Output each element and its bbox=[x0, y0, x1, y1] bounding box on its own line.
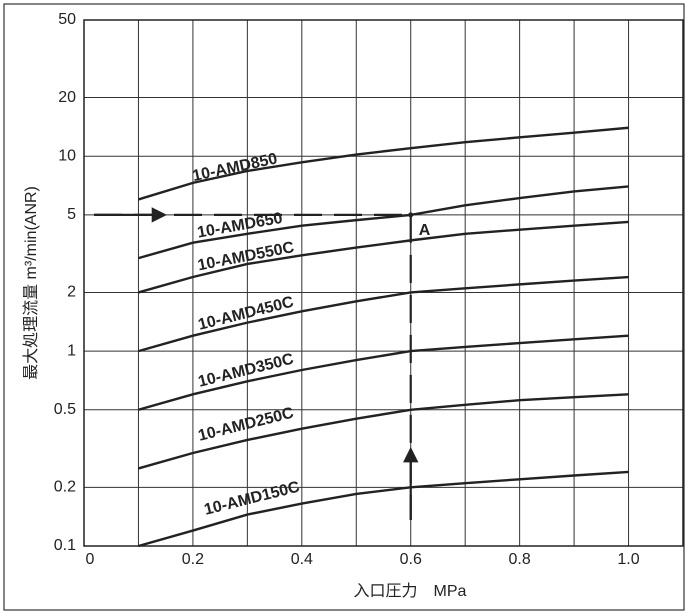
frame bbox=[3, 3, 685, 611]
y-tick-label: 5 bbox=[67, 206, 76, 223]
series-line bbox=[138, 334, 629, 411]
x-tick-label: 0.8 bbox=[509, 551, 531, 568]
plot-border bbox=[83, 19, 684, 547]
series-label: 10-AMD850 bbox=[191, 150, 279, 185]
series-label: 10-AMD350C bbox=[196, 351, 295, 391]
series-line bbox=[138, 470, 629, 548]
x-tick-label: 1.0 bbox=[617, 551, 639, 568]
x-axis-label: 入口圧力 MPa bbox=[354, 582, 467, 600]
series-line bbox=[138, 393, 629, 470]
series-line bbox=[138, 185, 629, 260]
y-axis-label: 最大処理流量 m³/min(ANR) bbox=[22, 186, 40, 380]
x-tick-label: 0.2 bbox=[182, 551, 204, 568]
series-line bbox=[138, 220, 629, 294]
y-tick-label: 20 bbox=[58, 89, 76, 106]
example-label: A bbox=[419, 222, 431, 239]
series-label: 10-AMD250C bbox=[196, 405, 295, 445]
x-tick-label: 0 bbox=[86, 551, 95, 568]
y-tick-label: 10 bbox=[58, 147, 76, 164]
x-tick-label: 0.6 bbox=[400, 551, 422, 568]
series-label: 10-AMD550C bbox=[196, 239, 296, 274]
series-label: 10-AMD450C bbox=[196, 294, 295, 334]
y-tick-label: 0.5 bbox=[54, 401, 76, 418]
y-tick-label: 0.1 bbox=[54, 537, 76, 554]
y-tick-label: 1 bbox=[67, 342, 76, 359]
x-tick-label: 0.4 bbox=[291, 551, 313, 568]
y-tick-label: 2 bbox=[67, 284, 76, 301]
series-line bbox=[138, 275, 629, 353]
y-tick-label: 50 bbox=[58, 11, 76, 28]
y-tick-label: 0.2 bbox=[54, 479, 76, 496]
series-line bbox=[138, 126, 629, 201]
